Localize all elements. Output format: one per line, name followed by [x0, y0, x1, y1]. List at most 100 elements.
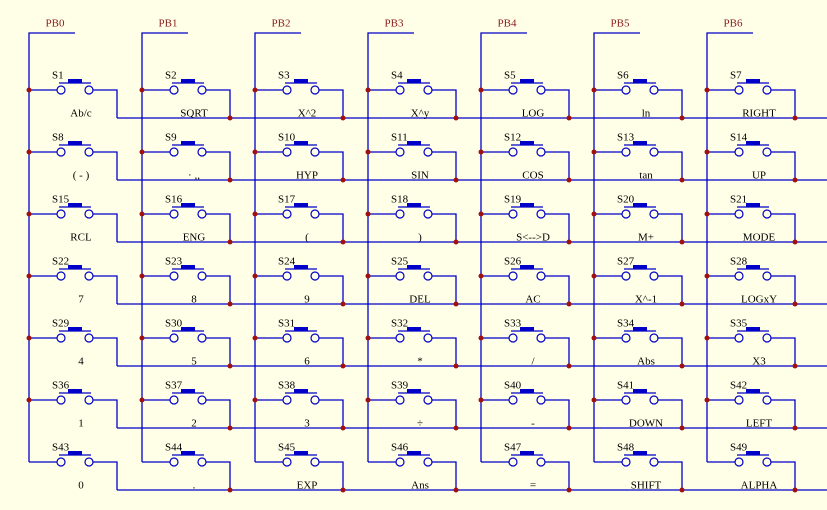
button-cap — [633, 203, 647, 207]
contact — [734, 333, 744, 343]
key-label: M+ — [638, 232, 654, 244]
switch-name: S8 — [52, 132, 64, 144]
button-cap — [294, 141, 308, 145]
contact — [621, 85, 631, 95]
button-cap — [520, 141, 534, 145]
junction — [26, 335, 32, 341]
key-label: SQRT — [180, 108, 208, 120]
button-cap — [68, 141, 82, 145]
junction — [591, 149, 597, 155]
key-label: 3 — [304, 418, 310, 430]
switch-name: S7 — [730, 70, 742, 82]
junction — [679, 425, 685, 431]
button-cap — [633, 389, 647, 393]
contact — [508, 209, 518, 219]
button-cap — [746, 141, 760, 145]
key-label: DEL — [409, 294, 431, 306]
contact — [508, 147, 518, 157]
contact — [423, 85, 433, 95]
button-cap — [407, 451, 421, 455]
key-label: / — [531, 356, 535, 368]
junction — [340, 115, 346, 121]
junction — [591, 397, 597, 403]
switch-name: S48 — [617, 442, 635, 454]
junction — [252, 149, 258, 155]
junction — [26, 397, 32, 403]
junction — [227, 487, 233, 493]
junction — [252, 211, 258, 217]
contact — [56, 395, 66, 405]
junction — [365, 273, 371, 279]
key-label: X^2 — [298, 108, 317, 120]
switch-name: S3 — [278, 70, 290, 82]
switch-name: S47 — [504, 442, 522, 454]
key-label: ENG — [183, 232, 206, 244]
junction — [365, 87, 371, 93]
key-label: 5 — [191, 356, 197, 368]
wire — [658, 461, 683, 490]
contact — [762, 147, 772, 157]
contact — [649, 395, 659, 405]
contact — [282, 395, 292, 405]
switch-name: S38 — [278, 380, 296, 392]
contact — [649, 271, 659, 281]
contact — [84, 85, 94, 95]
contact — [169, 147, 179, 157]
contact — [621, 209, 631, 219]
switch-name: S23 — [165, 256, 183, 268]
junction — [26, 149, 32, 155]
junction — [566, 363, 572, 369]
button-cap — [520, 265, 534, 269]
switch-name: S15 — [52, 194, 70, 206]
switch-name: S5 — [504, 70, 516, 82]
wire — [319, 461, 344, 490]
contact — [84, 147, 94, 157]
switch-name: S1 — [52, 70, 64, 82]
wire — [432, 89, 457, 118]
contact — [508, 333, 518, 343]
column-wire — [367, 32, 414, 462]
wire — [771, 399, 796, 428]
contact — [508, 85, 518, 95]
junction — [792, 301, 798, 307]
junction — [792, 177, 798, 183]
contact — [621, 333, 631, 343]
junction — [704, 273, 710, 279]
junction — [453, 177, 459, 183]
junction — [591, 211, 597, 217]
key-label: LOG — [522, 108, 545, 120]
key-label: = — [530, 480, 536, 492]
junction — [340, 363, 346, 369]
junction — [478, 149, 484, 155]
junction — [792, 363, 798, 369]
button-cap — [294, 203, 308, 207]
junction — [566, 425, 572, 431]
column-wire — [141, 32, 188, 462]
switch-name: S26 — [504, 256, 522, 268]
switch-name: S30 — [165, 318, 183, 330]
contact — [84, 395, 94, 405]
junction — [139, 149, 145, 155]
contact — [282, 333, 292, 343]
contact — [734, 271, 744, 281]
switch-name: S4 — [391, 70, 403, 82]
wire — [319, 275, 344, 304]
junction — [792, 487, 798, 493]
contact — [536, 457, 546, 467]
junction — [365, 149, 371, 155]
junction — [679, 301, 685, 307]
wire — [658, 399, 683, 428]
contact — [536, 271, 546, 281]
contact — [169, 85, 179, 95]
contact — [423, 147, 433, 157]
column-label: PB0 — [46, 18, 65, 30]
contact — [282, 457, 292, 467]
key-label: ( — [305, 232, 309, 244]
wire — [658, 89, 683, 118]
button-cap — [294, 327, 308, 331]
junction — [792, 425, 798, 431]
wire — [658, 337, 683, 366]
button-cap — [407, 327, 421, 331]
contact — [169, 271, 179, 281]
contact — [762, 209, 772, 219]
